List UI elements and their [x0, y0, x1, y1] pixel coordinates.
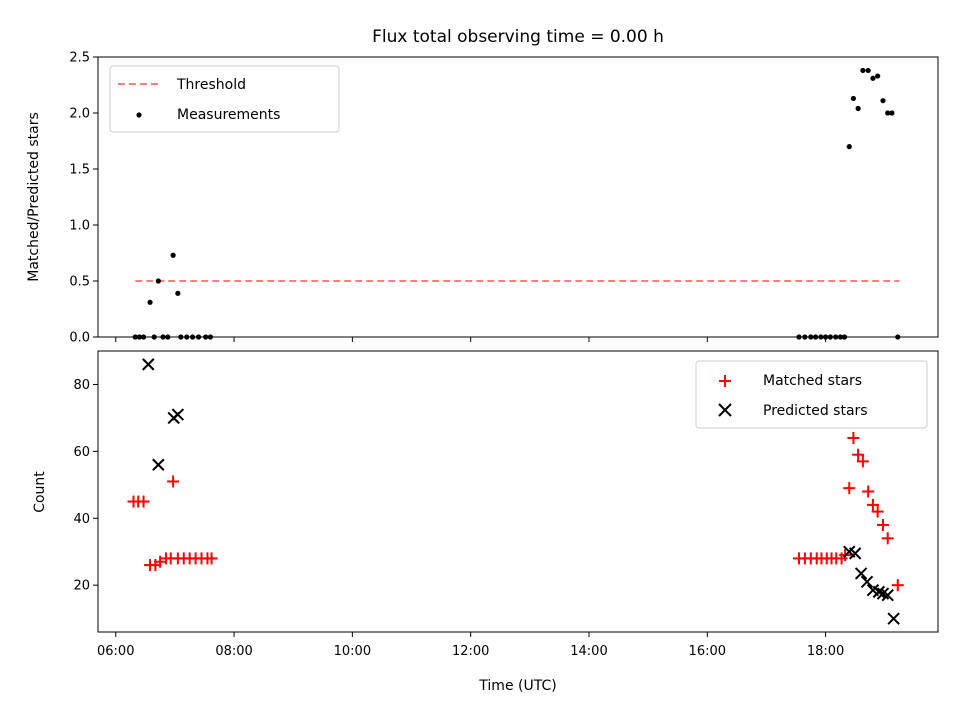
top-y-tick-label-4: 2.0: [69, 107, 90, 122]
matched-point-33: [876, 518, 889, 531]
bottom-y-ticks: 20 40 60 80: [73, 378, 98, 594]
top-y-tick-label-3: 1.5: [69, 163, 90, 178]
measurement-point-29: [860, 67, 866, 74]
matched-point-15: [205, 552, 218, 565]
measurement-point-28: [855, 105, 861, 112]
top-legend: Threshold Measurements: [109, 65, 340, 133]
matched-point-28: [852, 448, 865, 461]
predicted-point-6: [854, 567, 868, 580]
matched-point-2: [137, 495, 150, 508]
legend-matched-label: Matched stars: [763, 373, 862, 389]
predicted-point-1: [152, 458, 165, 471]
matched-point-35: [891, 579, 904, 592]
matched-point-29: [856, 455, 869, 468]
measurement-point-33: [880, 98, 886, 104]
measurement-point-8: [170, 252, 176, 258]
top-y-axis-label: Matched/Predicted stars: [26, 112, 42, 282]
top-y-tick-label-0: 0.0: [69, 331, 90, 346]
legend-matched-marker: [719, 375, 731, 387]
matched-point-8: [167, 475, 180, 488]
top-y-tick-label-2: 1.0: [69, 219, 90, 234]
x-tick-label-1: 08:00: [215, 644, 252, 659]
measurement-point-32: [875, 73, 881, 79]
legend-predicted-label: Predicted stars: [763, 403, 868, 419]
bottom-y-axis-label: Count: [32, 471, 48, 513]
x-tick-label-2: 10:00: [334, 644, 371, 659]
measurement-point-26: [846, 144, 852, 150]
bottom-y-tick-label-1: 40: [73, 512, 90, 527]
x-axis-label: Time (UTC): [478, 678, 556, 694]
x-tick-label-0: 06:00: [97, 644, 134, 659]
top-plot-frame: [97, 56, 939, 338]
top-x-ticks: [115, 337, 827, 342]
predicted-point-3: [171, 408, 185, 421]
top-y-tick-label-1: 0.5: [69, 275, 90, 290]
matched-point-30: [862, 485, 875, 498]
matched-point-31: [866, 498, 879, 511]
predicted-point-11: [881, 588, 894, 602]
predicted-point-0: [142, 358, 155, 371]
top-y-ticks: 0.0 0.5 1.0 1.5 2.0 2.5: [69, 51, 98, 346]
x-tick-label-6: 18:00: [807, 644, 844, 659]
matched-stars-series: [127, 431, 904, 592]
chart-title: Flux total observing time = 0.00 h: [372, 27, 664, 47]
bottom-legend: Matched stars Predicted stars: [695, 360, 928, 429]
x-tick-label-5: 16:00: [689, 644, 726, 659]
bottom-y-tick-label-0: 20: [73, 579, 90, 594]
matched-point-32: [871, 505, 884, 518]
measurement-point-34: [885, 110, 891, 116]
measurement-point-30: [865, 67, 871, 74]
legend-measurements-label: Measurements: [177, 107, 280, 123]
bottom-y-tick-label-2: 60: [73, 445, 90, 460]
predicted-point-7: [860, 575, 874, 589]
bottom-y-tick-label-3: 80: [73, 378, 90, 393]
predicted-point-12: [887, 612, 900, 625]
measurement-point-9: [175, 290, 181, 296]
measurement-point-27: [850, 95, 857, 102]
measurement-point-5: [155, 278, 161, 284]
predicted-stars-series: [142, 358, 900, 625]
top-legend-box: [109, 65, 340, 133]
predicted-point-9: [872, 585, 886, 599]
legend-predicted-marker: [718, 403, 732, 417]
matched-point-34: [881, 532, 894, 545]
bottom-x-ticks: 06:00 08:00 10:00 12:00 14:00 16:00 18:00: [97, 632, 844, 659]
bottom-plot-frame: [97, 350, 939, 633]
bottom-legend-box: [695, 360, 928, 429]
legend-measurements-marker: [136, 112, 142, 118]
x-tick-label-3: 12:00: [452, 644, 489, 659]
legend-threshold-label: Threshold: [176, 77, 246, 93]
measurement-point-31: [870, 75, 876, 81]
x-tick-label-4: 14:00: [570, 644, 607, 659]
top-y-tick-label-5: 2.5: [69, 51, 90, 66]
measurement-point-3: [147, 299, 153, 305]
matched-point-27: [847, 431, 860, 444]
bottom-panel: 20 40 60 80 06:00 08:00 10:00 12:00 14:00 16:00 1…: [32, 350, 939, 694]
top-panel: 0.0 0.5 1.0 1.5 2.0 2.5 Matched/Predicted sta…: [26, 51, 939, 346]
predicted-point-5: [848, 547, 862, 560]
matched-point-26: [843, 482, 856, 495]
measurement-point-35: [889, 110, 895, 116]
